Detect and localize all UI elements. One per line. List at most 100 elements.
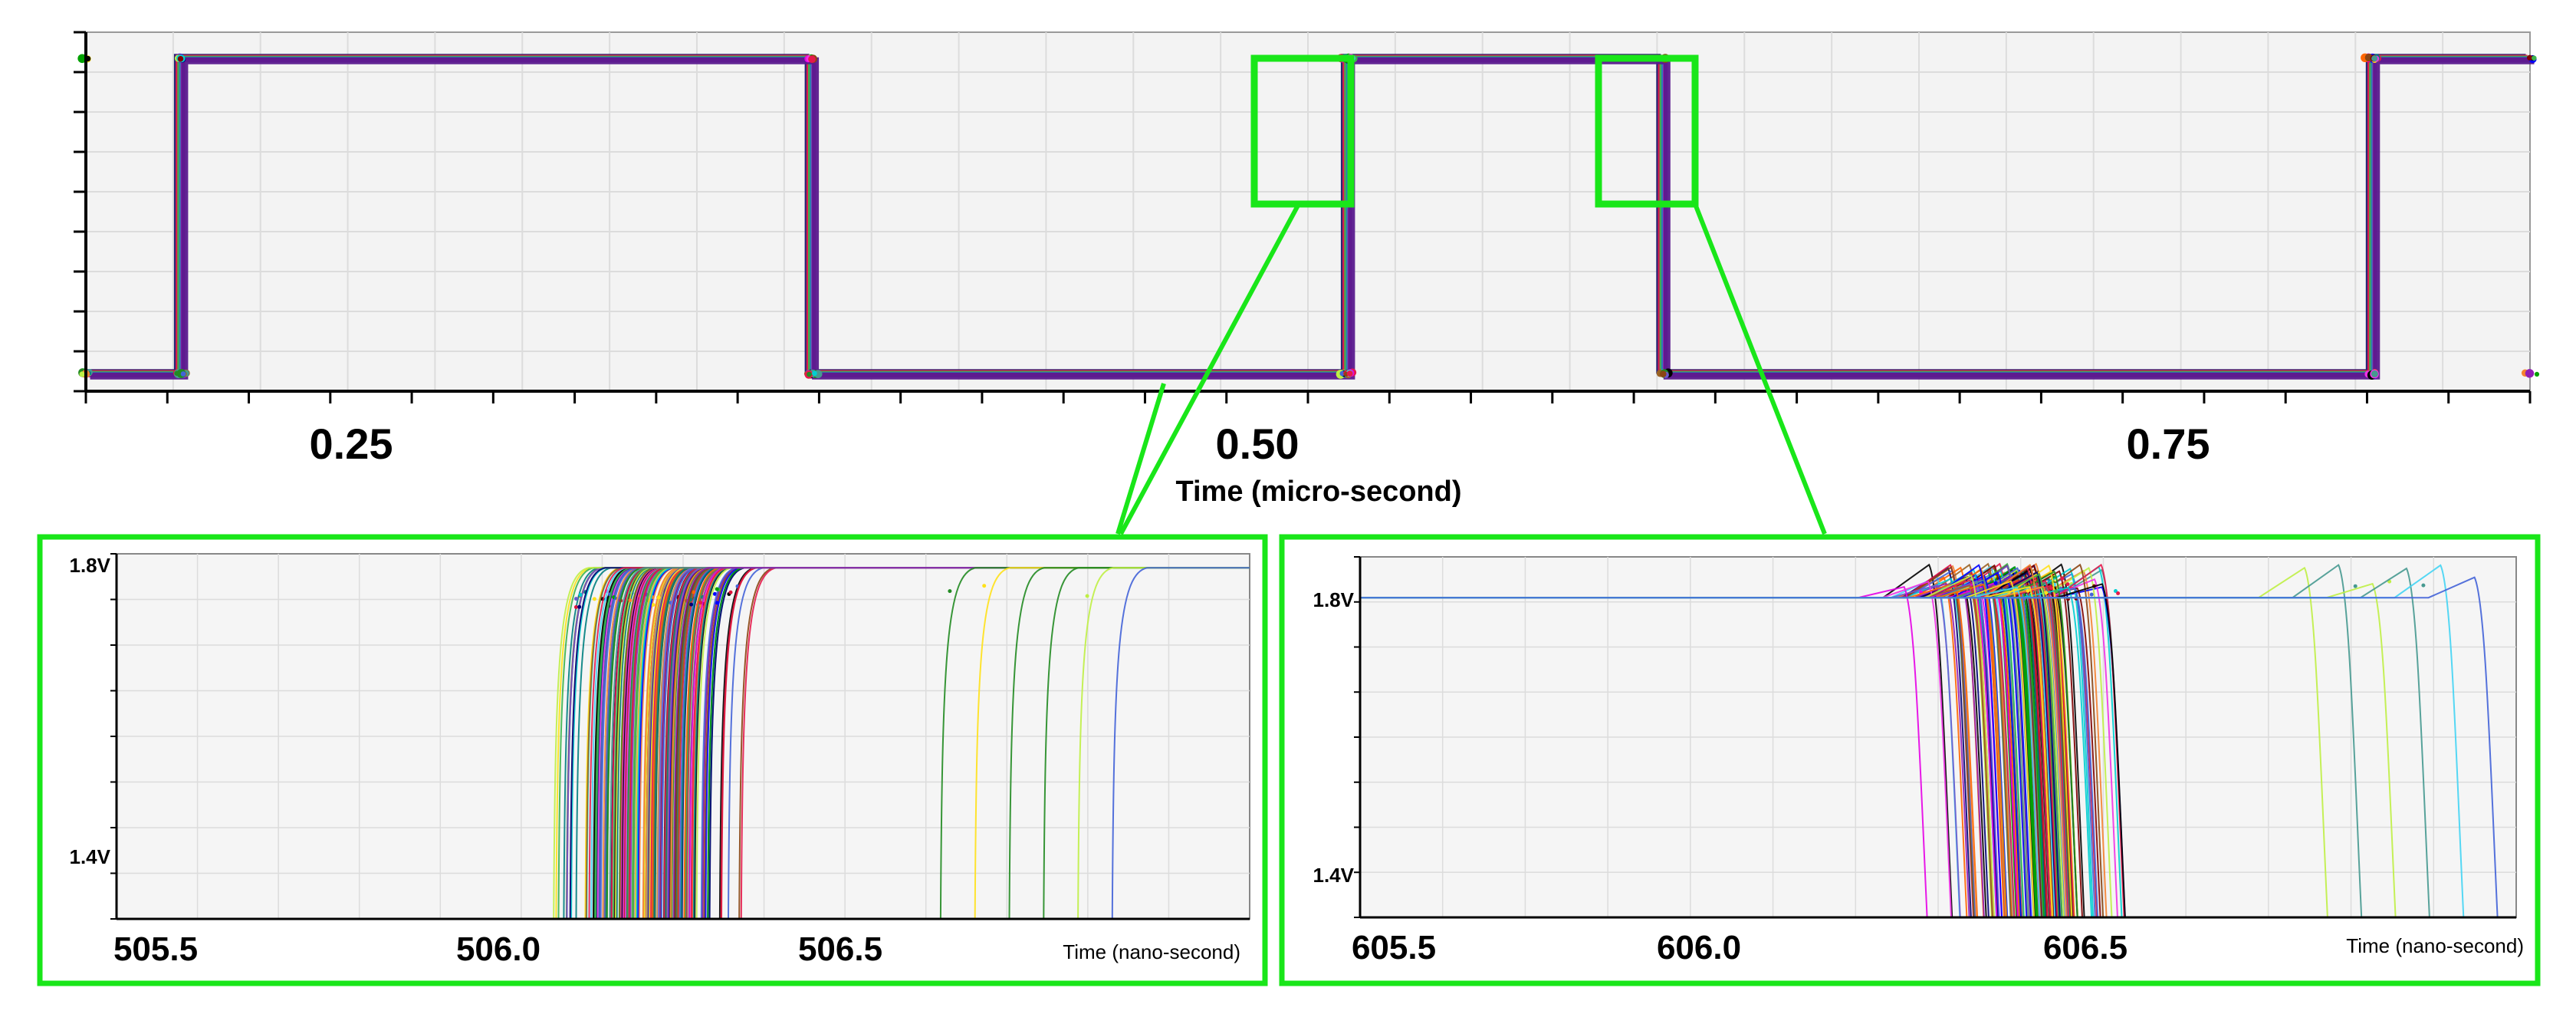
zoom-waveform-trace [628,567,1250,920]
zoom-waveform-trace [1360,583,2126,918]
zoom-waveform-trace [595,567,1250,920]
zoom-waveform-trace [1043,567,1250,920]
zoom-sample-dot [2353,584,2358,588]
zoom-falling-y-ticks [1354,556,1360,918]
overview-noise-dot [180,371,186,377]
zoom-waveform-trace [1360,581,1952,918]
zoom-waveform-trace [1360,583,1998,918]
zoom-waveform-trace [615,567,1250,920]
zoom-waveform-trace [939,567,1250,920]
zoom-sample-dot [1085,594,1089,598]
zoom-sample-dot [2044,591,2049,595]
zoom-waveform-trace [702,567,1250,920]
zoom-waveform-trace [678,567,1250,920]
zoom-falling-xtick-label-0: 605.5 [1352,929,1436,966]
zoom-sample-dot [2421,583,2426,588]
overview-tick-label-0: 0.25 [310,420,393,468]
zoom-waveform-trace [672,567,1250,920]
zoom-waveform-trace [676,567,1250,920]
zoom-sample-dot [2054,589,2058,594]
zoom-sample-dot [692,590,695,594]
zoom-waveform-trace [599,567,1250,920]
zoom-falling-xtick-label-1: 606.0 [1657,929,1741,966]
zoom-waveform-trace [705,567,1250,920]
zoom-waveform-trace [670,567,1250,920]
zoom-sample-dot [573,605,578,609]
zoom-waveform-trace [658,567,1250,920]
zoom-waveform-trace [623,567,1250,920]
zoom-waveform-trace [593,567,1250,920]
zoom-sample-dot [651,603,656,607]
zoom-waveform-trace [1360,572,2096,918]
zoom-falling-x-axis-label: Time (nano-second) [2346,934,2524,957]
zoom-waveform-trace [653,567,1250,920]
zoom-waveform-trace [1360,565,2123,918]
zoom-waveform-trace [1360,562,2013,918]
overview-noise-dot [2526,54,2533,61]
zoom-waveform-trace [700,567,1250,920]
zoom-waveform-trace [557,567,1250,920]
overview-noise-dot [812,370,817,377]
zoom-waveform-trace [1360,564,2465,918]
zoom-waveform-trace [707,567,1250,920]
zoom-box-rising [1250,54,1355,208]
zoom-waveform-trace [588,567,1250,920]
overview-noise-dot [807,371,812,377]
zoom-sample-dot [2065,582,2070,587]
zoom-sample-dot [698,601,703,605]
zoom-rising-xtick-label-1: 506.0 [456,930,540,968]
zoom-waveform-trace [690,567,1250,920]
zoom-sample-dot [628,598,632,603]
zoom-waveform-trace [566,567,1250,920]
zoom-waveform-trace [1360,563,1953,918]
zoom-waveform-trace [649,567,1250,920]
zoom-waveform-trace [602,567,1250,920]
zoom-waveform-trace [665,567,1250,920]
zoom-waveform-trace [1360,571,2022,918]
zoom-falling-ytick-label-0: 1.8V [1313,588,1355,611]
zoom-waveform-trace [720,567,1250,920]
zoom-waveform-trace [616,567,1250,920]
overview-tick-label-1: 0.50 [1216,420,1300,468]
zoom-waveform-trace [1360,583,2007,918]
zoom-sample-dot [656,595,661,600]
zoom-rising-xtick-label-0: 505.5 [113,930,198,968]
zoom-falling-xtick-label-2: 606.5 [2043,929,2128,966]
overview-noise-dot [79,371,85,377]
zoom-rising-ytick-label-0: 1.8V [70,554,111,577]
zoom-waveform-trace [585,567,1250,920]
zoom-waveform-trace [1360,585,2053,918]
zoom-waveform-trace [974,567,1250,920]
zoom-waveform-trace [1360,569,2046,918]
zoom-sample-dot [2114,589,2118,593]
zoom-sample-dot [578,593,583,597]
zoom-waveform-trace [629,567,1250,920]
zoom-waveform-trace [728,567,1250,920]
overview-grid [86,32,2530,391]
zoom-waveform-trace [1360,584,1994,918]
zoom-waveform-trace [1077,567,1250,920]
zoom-sample-dot [689,602,694,607]
zoom-waveform-trace [642,567,1250,920]
zoom-sample-dot [574,597,578,601]
zoom-falling-grid [1360,557,2516,917]
overview-x-ticks [84,391,2532,403]
zoom-rising-xtick-label-2: 506.5 [798,930,882,968]
zoom-waveform-trace [632,567,1250,920]
zoom-waveform-trace [685,567,1250,920]
overview-x-axis-label: Time (micro-second) [1175,476,1461,508]
zoom-sample-dot [948,589,952,594]
zoom-waveform-trace [649,567,1250,920]
overview-noise-dot [808,55,816,64]
zoom-waveform-trace [1360,567,2113,918]
zoom-waveform-trace [1360,570,2078,918]
zoom-sample-dot [2026,588,2030,593]
zoom-sample-dot [715,587,719,591]
zoom-waveform-trace [703,567,1250,920]
zoom-waveform-trace [610,567,1250,920]
overview-noise-dot [177,55,184,62]
zoom-waveform-trace [688,567,1250,920]
zoom-waveform-trace [666,567,1250,920]
zoom-connector-right [1693,202,1827,535]
